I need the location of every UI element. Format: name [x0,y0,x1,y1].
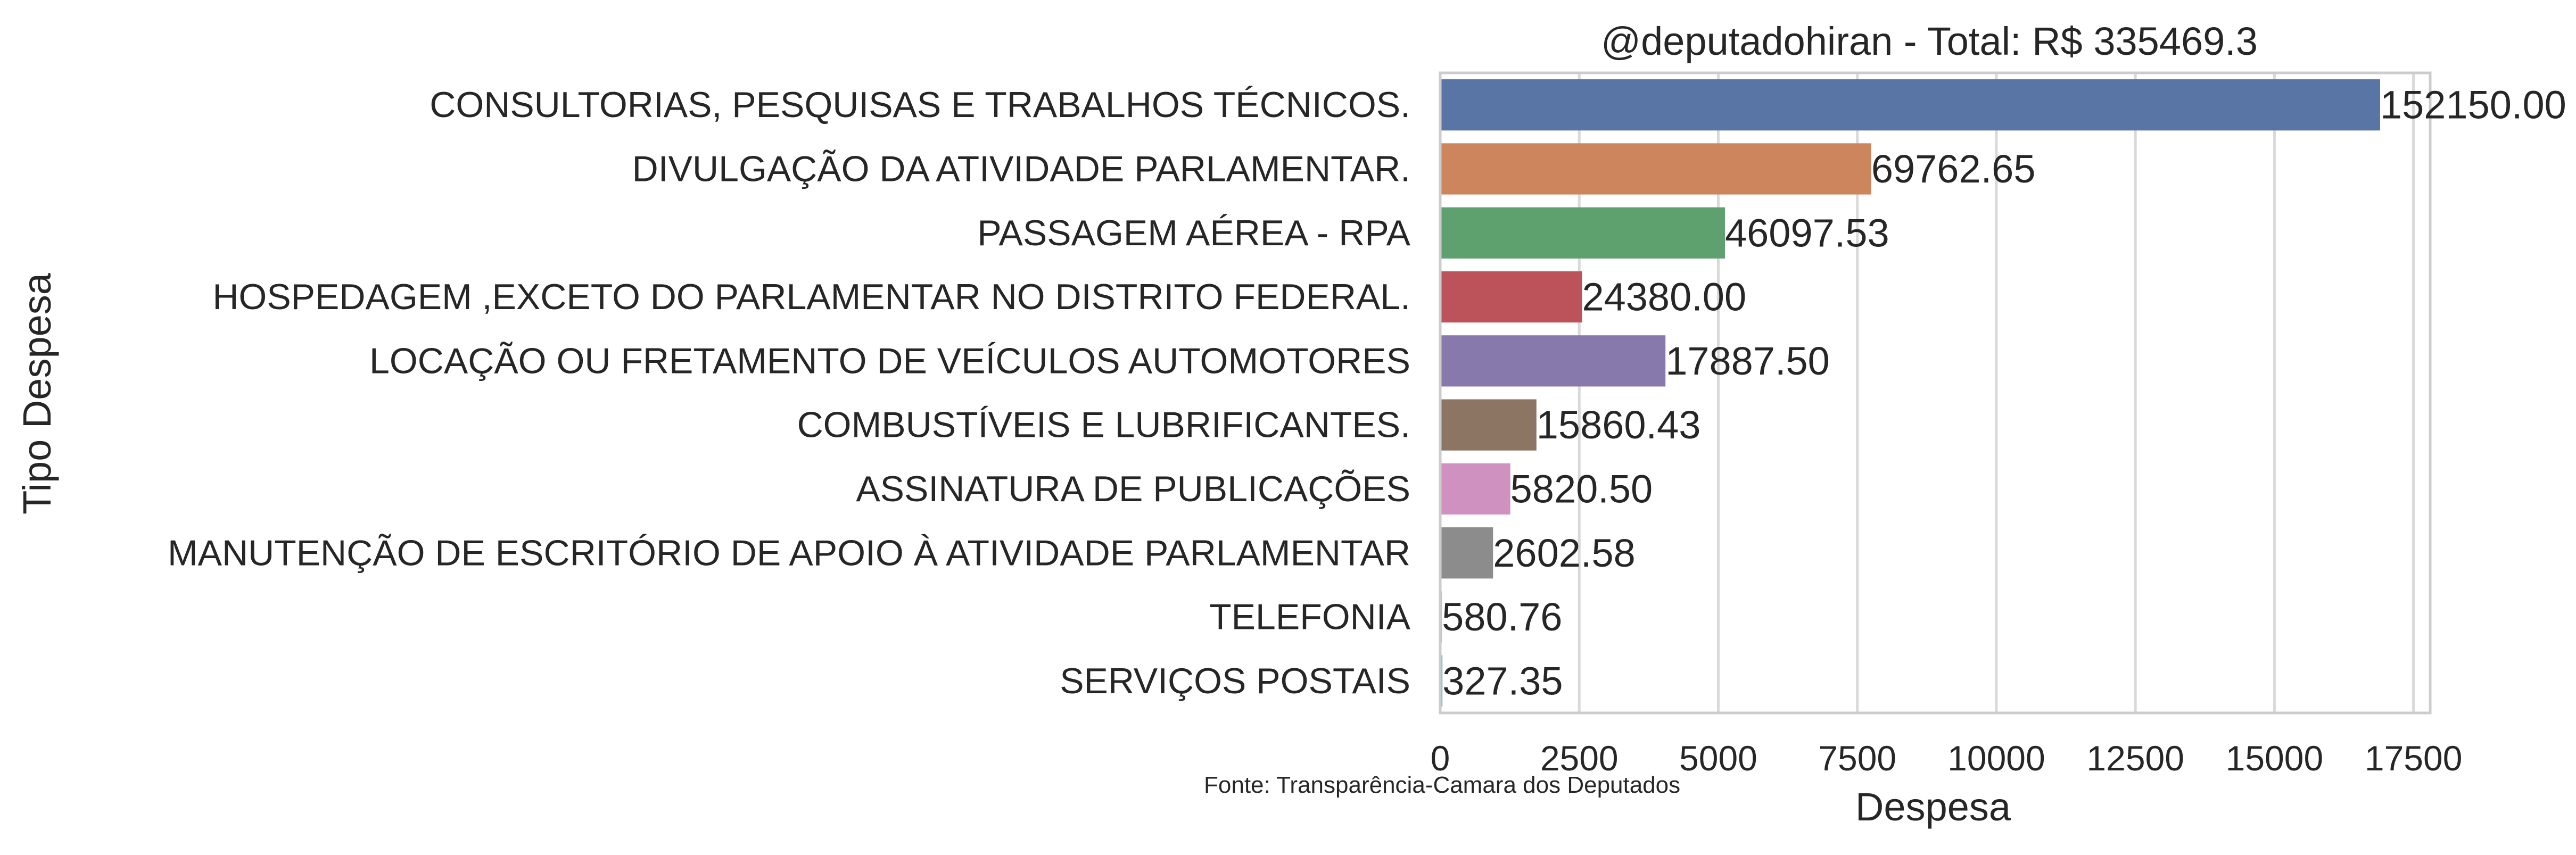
chart-title: @deputadohiran - Total: R$ 335469.3 [1601,19,2258,63]
category-labels: CONSULTORIAS, PESQUISAS E TRABALHOS TÉCN… [168,85,1411,701]
bar [1440,271,1582,323]
source-note: Fonte: Transparência-Camara dos Deputado… [1204,772,1680,798]
category-label: MANUTENÇÃO DE ESCRITÓRIO DE APOIO À ATIV… [168,533,1410,573]
value-label: 580.76 [1442,595,1562,639]
category-label: DIVULGAÇÃO DA ATIVIDADE PARLAMENTAR. [632,148,1410,189]
category-label: ASSINATURA DE PUBLICAÇÕES [856,469,1410,509]
value-label: 17887.50 [1665,339,1830,383]
plot-frame [1439,71,2432,715]
value-label: 24380.00 [1582,275,1746,319]
category-label: PASSAGEM AÉREA - RPA [977,213,1410,253]
x-tick-label: 15000 [2226,738,2324,778]
bar-layer [1440,79,2380,707]
value-label: 69762.65 [1871,147,2036,191]
x-tick-label: 10000 [1947,738,2045,778]
bar [1440,527,1493,579]
x-tick-label: 5000 [1679,738,1757,778]
bar [1440,207,1725,259]
category-label: CONSULTORIAS, PESQUISAS E TRABALHOS TÉCN… [430,85,1410,125]
x-tick-labels: 0 2500 5000 7500 10000 12500 15000 17500 [1431,738,2463,778]
bar [1440,463,1510,515]
x-axis-title: Despesa [1855,785,2011,829]
bar [1440,399,1537,451]
value-label: 46097.53 [1725,211,1889,255]
y-axis-title: Tipo Despesa [15,272,59,514]
category-label: SERVIÇOS POSTAIS [1060,661,1410,701]
x-tick-label: 17500 [2365,738,2463,778]
x-tick-label: 2500 [1540,738,1619,778]
value-label: 327.35 [1442,659,1563,703]
x-tick-label: 0 [1431,738,1450,778]
category-label: HOSPEDAGEM ,EXCETO DO PARLAMENTAR NO DIS… [212,277,1410,317]
value-label: 152150.00 [2380,83,2566,127]
value-label: 2602.58 [1493,531,1636,575]
bar [1440,143,1871,195]
category-label: COMBUSTÍVEIS E LUBRIFICANTES. [797,405,1410,445]
x-tick-label: 12500 [2086,738,2184,778]
bar [1440,335,1666,387]
value-label: 15860.43 [1537,403,1701,447]
value-labels: 152150.00 69762.65 46097.53 24380.00 17887.5… [1442,83,2566,703]
bar [1440,79,2380,131]
category-label: LOCAÇÃO OU FRETAMENTO DE VEÍCULOS AUTOMO… [369,341,1410,381]
x-tick-label: 7500 [1818,738,1896,778]
value-label: 5820.50 [1510,467,1653,511]
category-label: TELEFONIA [1209,597,1410,637]
